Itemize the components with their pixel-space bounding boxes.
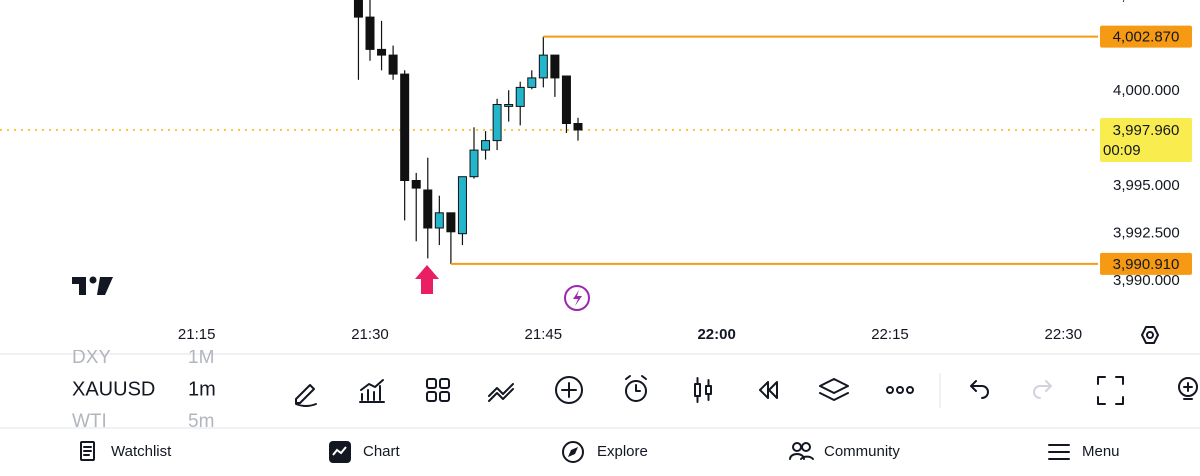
x-tick-label: 22:00: [697, 326, 735, 343]
x-tick-label: 22:15: [871, 326, 909, 343]
symbol[interactable]: DXY: [72, 347, 111, 368]
candle-body: [365, 16, 375, 50]
add[interactable]: [555, 376, 583, 404]
candle-body: [492, 104, 502, 142]
y-tick-label: 4,000.000: [1113, 82, 1180, 99]
replay[interactable]: [759, 381, 778, 399]
nav-item[interactable]: Explore: [562, 441, 648, 463]
more[interactable]: [886, 386, 914, 394]
signal-arrow[interactable]: [415, 265, 439, 294]
y-tick-label: 3,992.500: [1113, 225, 1180, 242]
bottom-nav: Watchlist Chart Explore Community Menu: [80, 441, 1120, 463]
candle-body: [561, 75, 571, 124]
candle-body: [573, 123, 583, 131]
candle-body: [411, 180, 421, 189]
symbol[interactable]: XAUUSD: [72, 378, 155, 400]
ideas[interactable]: [1178, 377, 1198, 400]
time-axis: 21:15 21:30 21:45 22:00 22:15 22:30: [178, 326, 1082, 343]
layouts[interactable]: [426, 378, 450, 402]
candle-body: [504, 104, 514, 107]
draw-tool[interactable]: [295, 384, 317, 407]
x-tick-label: 21:45: [525, 326, 563, 343]
candle-body: [353, 0, 363, 18]
price-axis: 4,005.000 4,000.000 3,995.000 3,992.500 3,99…: [1100, 0, 1192, 289]
current-price-box: [1100, 117, 1192, 162]
candle-body: [469, 149, 479, 178]
alert[interactable]: [625, 375, 647, 402]
countdown: 00:09: [1103, 142, 1141, 159]
nav-label[interactable]: Chart: [363, 443, 401, 460]
y-tick-label: 3,995.000: [1113, 177, 1180, 194]
price-label: 4,002.870: [1113, 29, 1180, 46]
symbol[interactable]: WTI: [72, 411, 107, 432]
price-label-box: [1100, 25, 1192, 48]
layers[interactable]: [819, 378, 849, 401]
candle-body: [423, 189, 433, 229]
candle-body: [377, 48, 387, 56]
candle-body: [434, 212, 444, 229]
price-label-box: [1100, 252, 1192, 275]
redo[interactable]: [1033, 380, 1052, 399]
x-tick-label: 21:15: [178, 326, 216, 343]
candle-body: [446, 212, 456, 233]
candle-body: [400, 73, 410, 181]
nav-label[interactable]: Menu: [1082, 443, 1120, 460]
nav-item[interactable]: Chart: [329, 441, 401, 463]
candle-body: [481, 140, 491, 151]
logo: [72, 276, 113, 295]
y-tick-label: 3,990.000: [1113, 272, 1180, 289]
chart-type[interactable]: [694, 377, 712, 403]
events-icon[interactable]: [564, 285, 590, 311]
interval[interactable]: 1M: [188, 347, 214, 368]
x-tick-label: 21:30: [351, 326, 389, 343]
price-label: 3,990.910: [1113, 256, 1180, 273]
plot-area[interactable]: [0, 0, 1098, 265]
indicators[interactable]: [359, 379, 385, 403]
interval[interactable]: 5m: [188, 411, 214, 432]
nav-item[interactable]: Watchlist: [80, 441, 172, 461]
symbol-picker[interactable]: DXY 1M XAUUSD 1m WTI 5m: [72, 347, 216, 432]
nav-item[interactable]: Menu: [1048, 443, 1120, 460]
nav-label[interactable]: Watchlist: [111, 443, 172, 460]
nav-label[interactable]: Community: [824, 443, 900, 460]
compare[interactable]: [488, 383, 514, 402]
toolbar: [295, 373, 1198, 408]
undo[interactable]: [970, 380, 989, 399]
axis-settings[interactable]: [1141, 326, 1159, 344]
candle-body: [515, 86, 525, 107]
candle-body: [388, 54, 398, 75]
candle-body: [457, 176, 467, 235]
nav-item[interactable]: Community: [789, 442, 900, 460]
candle-body: [527, 77, 537, 88]
candle-body: [550, 54, 560, 79]
x-tick-label: 22:30: [1045, 326, 1083, 343]
nav-label[interactable]: Explore: [597, 443, 648, 460]
candle-body: [538, 54, 548, 79]
fullscreen[interactable]: [1097, 376, 1124, 405]
current-price-label: 3,997.960: [1113, 122, 1180, 139]
interval[interactable]: 1m: [188, 378, 216, 400]
y-tick-label: 4,005.000: [1113, 0, 1180, 4]
